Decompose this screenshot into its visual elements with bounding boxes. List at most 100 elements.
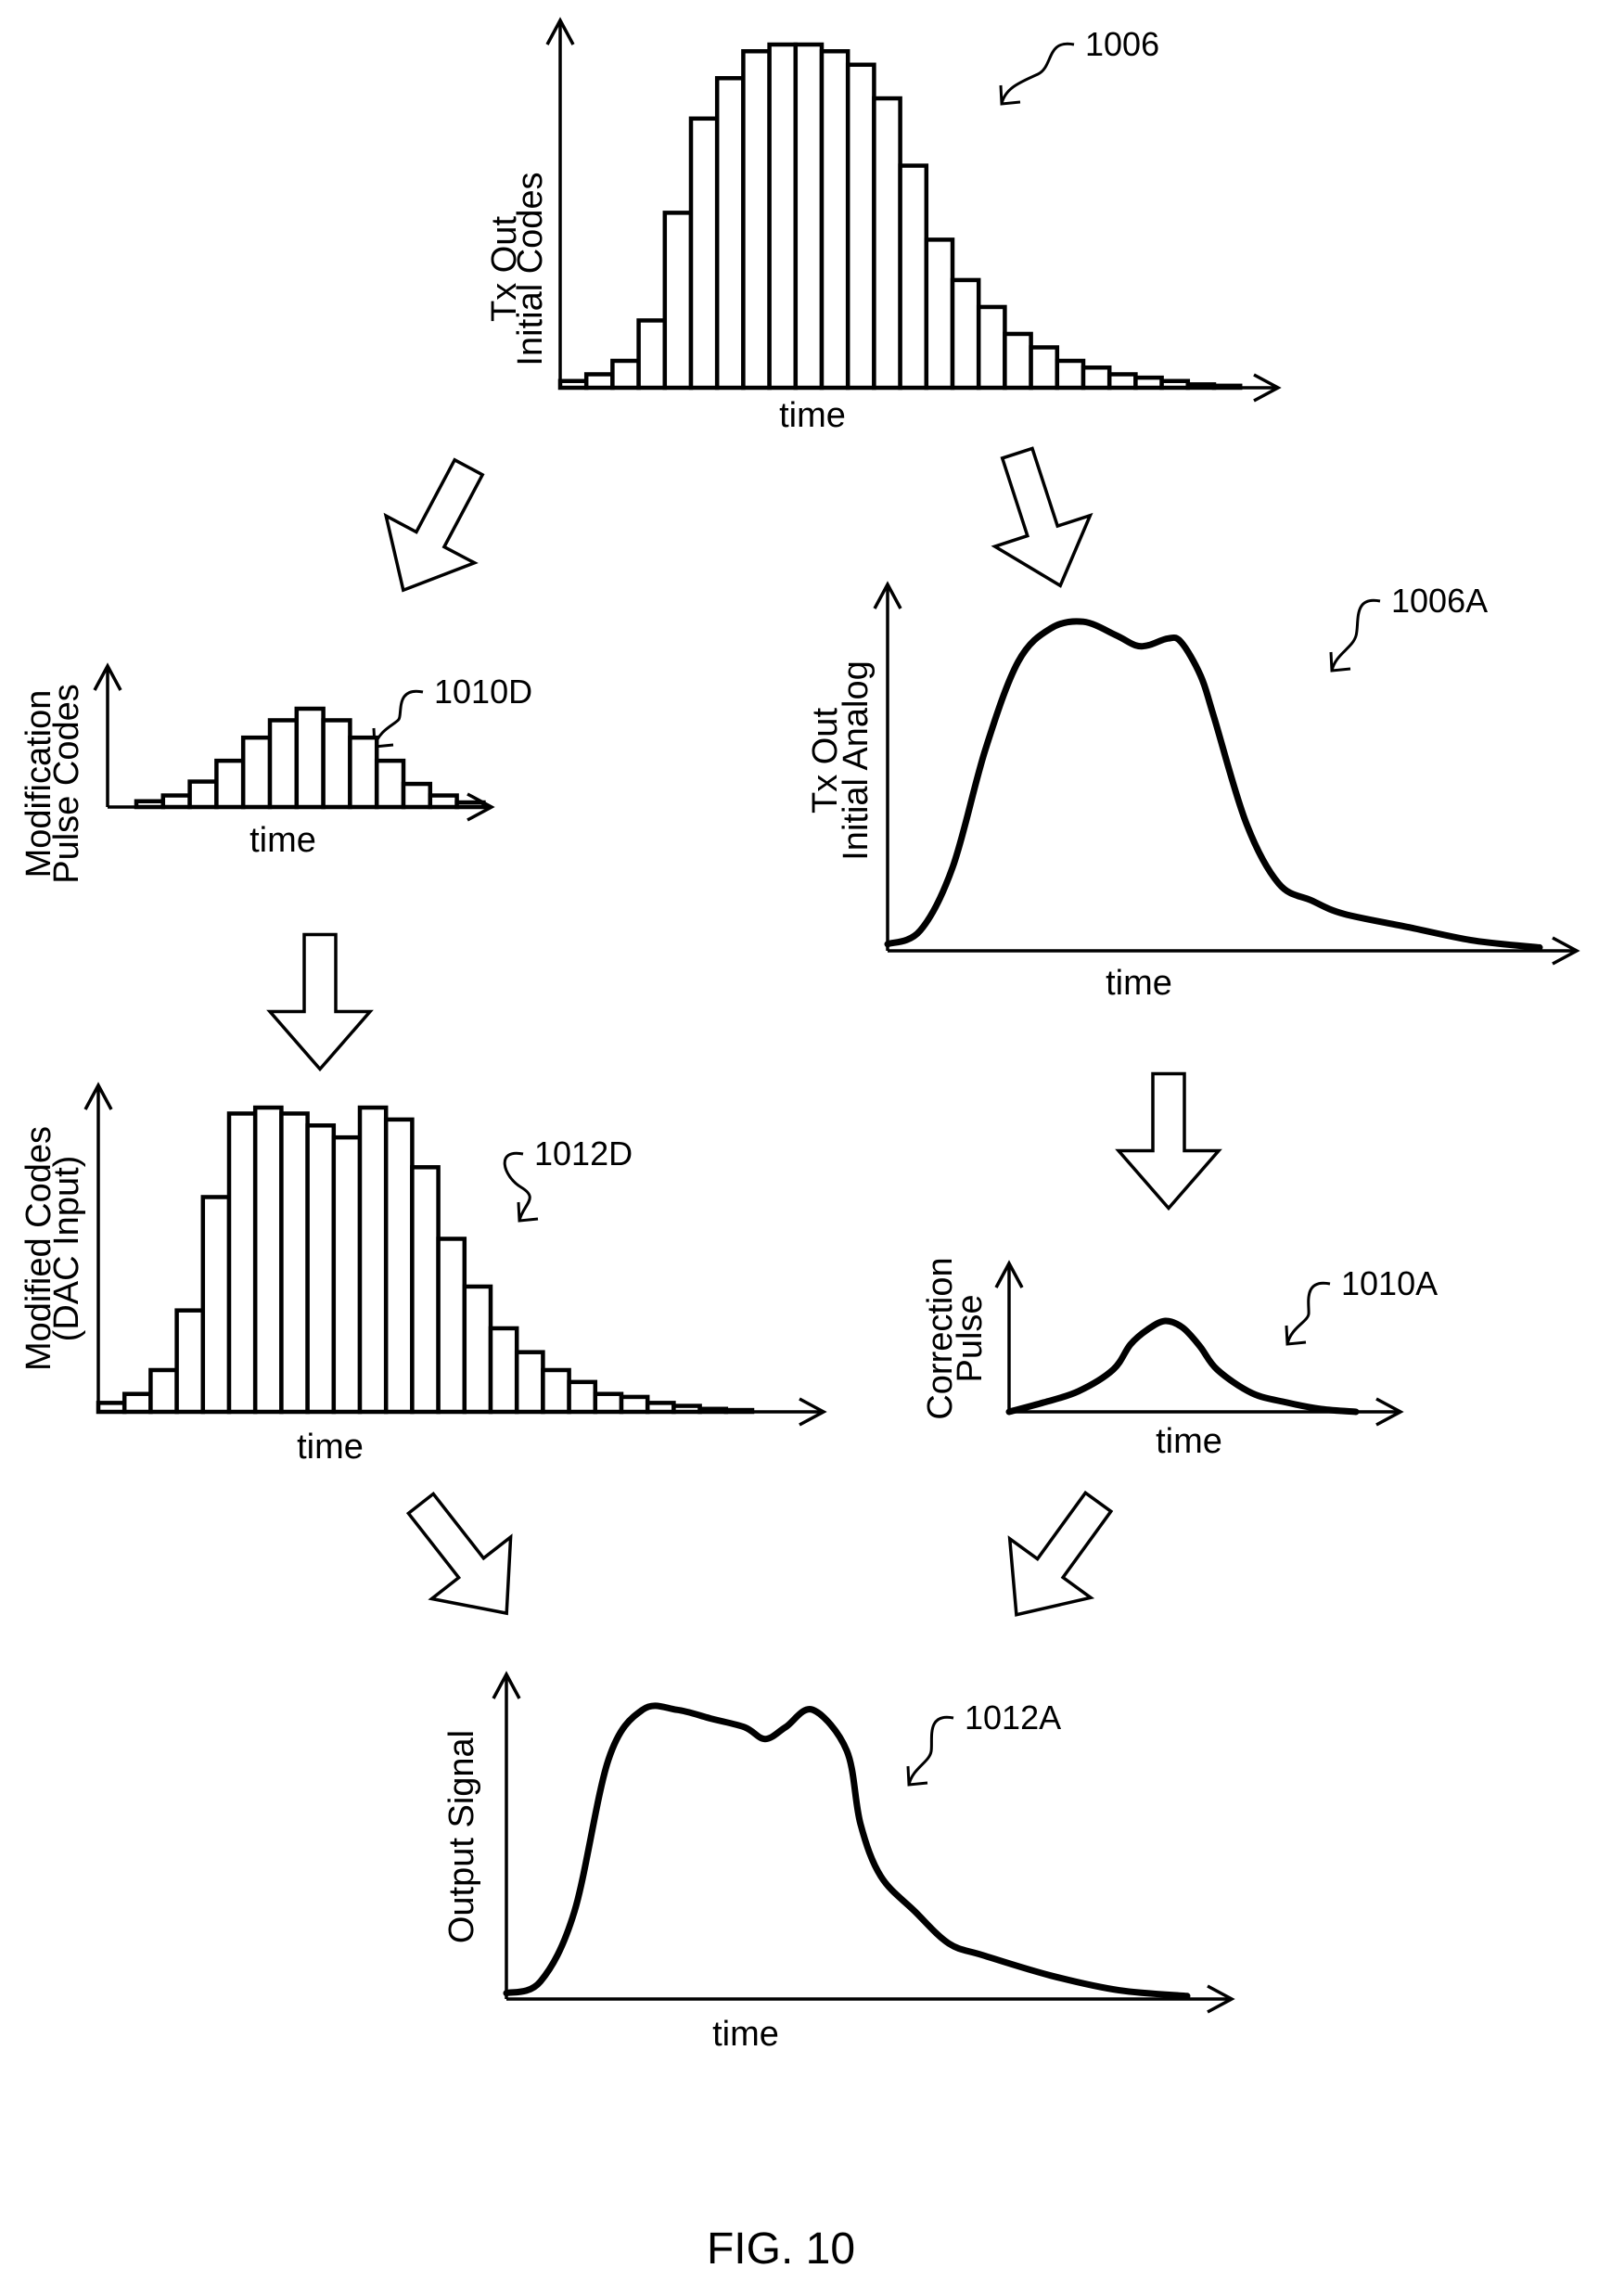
bar-1012D-13 — [410, 1165, 441, 1415]
panel-modified-codes: time Modified Codes(DAC Input) 1012D — [19, 1082, 827, 1467]
bar-1006-26 — [1211, 383, 1243, 391]
bar-1010D-10 — [374, 758, 406, 810]
bar-1010D-5 — [240, 735, 273, 810]
bar-1006-13 — [872, 96, 902, 391]
bar-1006-14 — [898, 163, 929, 391]
y-axis-label-line1-1010D: Modification — [19, 690, 58, 878]
bar-1010D-4 — [214, 758, 246, 810]
bar-1006-15 — [924, 237, 955, 391]
bar-1012D-21 — [619, 1394, 650, 1415]
bar-1006-25 — [1185, 382, 1217, 391]
reference-leader-arrowhead-1010A — [1285, 1325, 1307, 1346]
y-axis-label-line1-1012D: Modified Codes — [19, 1126, 58, 1371]
signal-curve-1006A — [884, 618, 1543, 951]
y-axis-label-line1-1010A: Correction — [921, 1257, 960, 1419]
bar-1006-16 — [950, 277, 981, 391]
y-axis-label-line2-1006A: Initial Analog — [837, 660, 876, 861]
reference-leader-arrowhead-1012A — [906, 1765, 928, 1787]
bar-1010D-13 — [454, 800, 486, 810]
bar-1006-20 — [1055, 358, 1086, 391]
bar-1012D-5 — [200, 1195, 232, 1415]
bar-1006-12 — [845, 62, 876, 391]
bar-1012D-25 — [723, 1407, 755, 1415]
signal-curve-1010A — [1005, 1317, 1360, 1416]
bar-1012D-15 — [462, 1284, 493, 1415]
bar-1012D-8 — [279, 1111, 310, 1415]
y-axis-label-line1-1012A: Output Signal — [442, 1730, 481, 1943]
bar-1006-6 — [688, 116, 720, 391]
bar-1012D-3 — [148, 1367, 179, 1415]
bar-1012D-17 — [514, 1350, 545, 1415]
bar-1012D-10 — [331, 1134, 363, 1415]
bar-1006-5 — [662, 211, 694, 391]
reference-leader-1006 — [1000, 42, 1075, 105]
bar-1006-18 — [1003, 331, 1033, 391]
flow-arrow-1010A-to-1012A — [1007, 1490, 1114, 1617]
bar-1012D-6 — [226, 1111, 258, 1415]
bar-1006-2 — [583, 372, 615, 391]
bar-1006-7 — [714, 76, 746, 391]
signal-curve-1012A — [503, 1702, 1191, 2000]
reference-leader-1010A — [1285, 1281, 1331, 1345]
reference-leader-1010D — [373, 689, 424, 748]
y-axis-label-line2-1012D: (DAC Input) — [47, 1156, 86, 1342]
y-axis-label-line1-1006: Tx Out — [485, 216, 524, 322]
reference-numeral-1012D: 1012D — [534, 1134, 633, 1173]
x-axis-label-1010D: time — [249, 821, 316, 860]
y-axis-arrowhead-1010A — [994, 1260, 1024, 1288]
y-axis-label-line2-1010D: Pulse Codes — [47, 684, 86, 883]
x-axis-arrowhead-1010D — [467, 792, 495, 822]
bar-1010D-1 — [134, 799, 166, 810]
bar-1010D-8 — [321, 718, 352, 810]
y-axis-label-line2-1006: Initial Codes — [511, 172, 550, 365]
bar-1010D-2 — [160, 793, 192, 810]
reference-leader-arrowhead-1006 — [999, 84, 1021, 106]
flow-arrow-1006-to-1006A — [991, 446, 1093, 588]
bar-1006-22 — [1106, 372, 1138, 391]
bar-1012D-23 — [671, 1403, 702, 1415]
x-axis-arrowhead-1006A — [1552, 936, 1580, 966]
reference-leader-1012D — [503, 1151, 531, 1222]
reference-numeral-1006: 1006 — [1085, 25, 1159, 63]
bar-1006-21 — [1081, 365, 1112, 391]
y-axis-label-line1-1006A: Tx Out — [806, 708, 845, 814]
x-axis-label-1012D: time — [297, 1428, 364, 1467]
flow-arrow-1006A-to-1010A — [1115, 1071, 1222, 1211]
bar-1012D-1 — [96, 1401, 127, 1415]
bar-1012D-4 — [174, 1308, 206, 1415]
bar-1006-19 — [1029, 345, 1060, 391]
bar-1012D-20 — [593, 1391, 624, 1415]
bar-1012D-2 — [121, 1391, 153, 1415]
bar-1012D-18 — [541, 1367, 571, 1415]
bar-1012D-19 — [567, 1379, 598, 1415]
bar-1010D-3 — [187, 779, 219, 810]
bar-1012D-14 — [436, 1237, 467, 1415]
x-axis-arrowhead-1012A — [1207, 1984, 1235, 2014]
bar-1006-17 — [976, 304, 1007, 391]
bar-1012D-24 — [697, 1406, 729, 1415]
flow-arrow-1006-to-1010D — [383, 457, 485, 593]
bar-1006-8 — [741, 49, 772, 391]
x-axis-arrowhead-1006 — [1253, 373, 1282, 403]
y-axis-arrowhead-1012A — [492, 1671, 521, 1699]
y-axis-label-line2-1010A: Pulse — [951, 1294, 990, 1382]
y-axis-arrowhead-1006 — [545, 17, 575, 45]
bar-1006-23 — [1133, 375, 1164, 391]
x-axis-label-1010A: time — [1156, 1422, 1222, 1461]
bar-1012D-11 — [357, 1105, 389, 1415]
flow-arrows — [266, 446, 1222, 1617]
y-axis-arrowhead-1012D — [83, 1082, 113, 1110]
bar-1006-9 — [767, 42, 799, 391]
bar-1012D-9 — [305, 1123, 337, 1415]
bar-1010D-12 — [428, 793, 459, 810]
flow-arrow-1010D-to-1012D — [266, 932, 374, 1072]
panel-output-signal: time Output Signal 1012A — [442, 1671, 1235, 2054]
x-axis-label-1006: time — [779, 396, 846, 435]
reference-leader-1006A — [1330, 598, 1381, 672]
x-axis-arrowhead-1012D — [799, 1397, 827, 1427]
bar-1010D-9 — [348, 735, 379, 810]
